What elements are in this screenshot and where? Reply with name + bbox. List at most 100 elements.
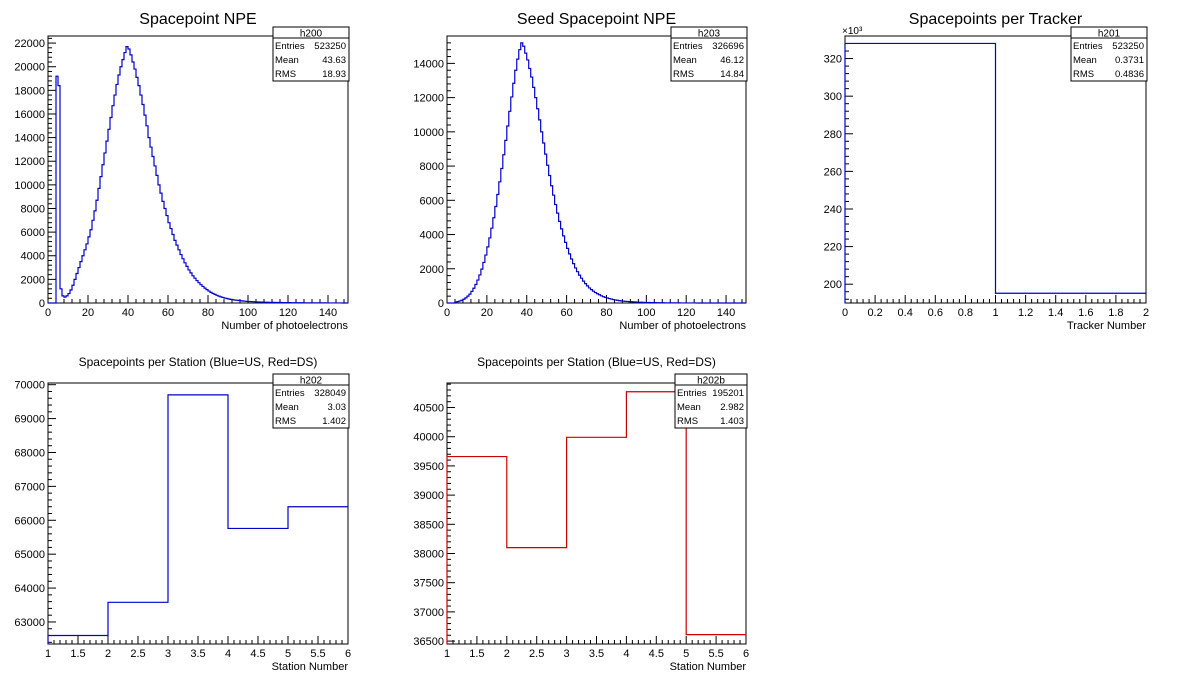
y-tick-label: 65000	[14, 549, 45, 561]
histogram-bin	[150, 147, 152, 303]
x-tick-label: 120	[279, 307, 297, 319]
histogram-bin	[495, 206, 497, 303]
x-tick-label: 1.2	[1018, 307, 1033, 319]
chart-title: Seed Spacepoint NPE	[517, 11, 676, 28]
x-axis-label: Tracker Number	[1067, 320, 1146, 332]
histogram-bin	[212, 293, 214, 303]
y-tick-label: 8000	[21, 203, 45, 215]
histogram-bin	[194, 278, 196, 303]
x-tick-label: 3.5	[190, 648, 205, 660]
histogram-bin	[108, 602, 168, 644]
histogram-bin	[92, 220, 94, 303]
histogram-bin	[154, 166, 156, 303]
histogram-bin	[606, 298, 608, 303]
histogram-bin	[507, 126, 509, 303]
histogram-bin	[126, 47, 128, 303]
histogram-bin	[74, 279, 76, 303]
histogram-bin	[567, 437, 627, 644]
y-axis-exponent: ×10³	[842, 26, 863, 37]
histogram-bin	[162, 201, 164, 303]
y-tick-label: 2000	[420, 264, 444, 276]
chart-title: Spacepoints per Station (Blue=US, Red=DS…	[477, 355, 716, 369]
histogram-bin	[604, 297, 606, 303]
y-tick-label: 16000	[14, 109, 45, 121]
histogram-bin	[513, 83, 515, 303]
y-tick-label: 12000	[14, 156, 45, 168]
x-axis-label: Number of photoelectrons	[221, 320, 348, 332]
histogram-bin	[475, 285, 477, 303]
histogram-bin	[218, 296, 220, 303]
histogram-bin	[501, 168, 503, 303]
histogram-bin	[569, 254, 571, 303]
histogram-bin	[248, 301, 250, 303]
x-tick-label: 3.5	[589, 648, 604, 660]
histogram-bin	[172, 234, 174, 303]
x-axis-label: Station Number	[670, 661, 747, 673]
histogram-bin	[98, 188, 100, 303]
histogram-bin	[134, 69, 136, 303]
x-tick-label: 1	[444, 648, 450, 660]
x-tick-label: 1.4	[1048, 307, 1063, 319]
histogram-bin	[618, 301, 620, 303]
histogram-bin	[497, 194, 499, 303]
y-tick-label: 40500	[413, 403, 444, 415]
stats-name: h203	[698, 29, 721, 40]
histogram-h200: Spacepoint NPE02000400060008000100001200…	[14, 11, 350, 332]
histogram-bin	[545, 154, 547, 303]
histogram-bin	[252, 302, 254, 303]
stats-value: 0.3731	[1115, 55, 1144, 66]
x-axis-label: Number of photoelectrons	[619, 320, 746, 332]
histogram-bin	[632, 302, 634, 303]
histogram-bin	[60, 289, 62, 303]
y-tick-label: 4000	[420, 230, 444, 242]
chart-title: Spacepoint NPE	[139, 11, 256, 28]
stats-name: h201	[1098, 29, 1121, 40]
histogram-bin	[579, 275, 581, 303]
x-tick-label: 3	[165, 648, 171, 660]
histogram-bin	[132, 62, 134, 303]
histogram-bin	[561, 229, 563, 303]
y-tick-label: 67000	[14, 481, 45, 493]
histogram-bin	[622, 301, 624, 303]
histogram-bin	[176, 245, 178, 303]
histogram-bin	[208, 291, 210, 303]
histogram-bin	[487, 247, 489, 303]
histogram-bin	[62, 296, 64, 303]
histogram-bin	[104, 153, 106, 303]
histogram-bin	[575, 268, 577, 303]
histogram-bin	[68, 294, 70, 303]
x-tick-label: 0.4	[898, 307, 913, 319]
stats-value: 195201	[712, 388, 744, 399]
histogram-bin	[519, 50, 521, 303]
stats-value: 3.03	[328, 402, 347, 413]
histogram-bin	[78, 268, 80, 303]
histogram-bin	[517, 59, 519, 303]
y-tick-label: 12000	[413, 93, 444, 105]
stats-value: 1.402	[322, 416, 346, 427]
histogram-bin	[168, 395, 228, 644]
x-tick-label: 80	[600, 307, 612, 319]
histogram-bin	[144, 115, 146, 303]
histogram-bin	[190, 273, 192, 303]
histogram-bin	[455, 302, 457, 303]
x-axis-label: Station Number	[272, 661, 349, 673]
histogram-bin	[600, 296, 602, 303]
y-tick-label: 4000	[21, 251, 45, 263]
histogram-bin	[118, 75, 120, 303]
histogram-bin	[563, 236, 565, 303]
histogram-bin	[180, 255, 182, 303]
histogram-bin	[628, 302, 630, 303]
histogram-bin	[288, 507, 348, 644]
x-tick-label: 1.8	[1108, 307, 1123, 319]
histogram-bin	[94, 211, 96, 303]
histogram-h201: Spacepoints per Tracker 200 220 240 260 280 30…	[824, 11, 1149, 332]
x-tick-label: 3	[564, 648, 570, 660]
chart-title: Spacepoints per Station (Blue=US, Red=DS…	[79, 355, 318, 369]
stats-key: Entries	[1073, 41, 1103, 52]
histogram-bin	[463, 299, 465, 303]
histogram-bin	[72, 285, 74, 303]
histogram-bin	[509, 111, 511, 303]
histogram-bin	[507, 548, 567, 644]
histogram-bin	[461, 300, 463, 303]
